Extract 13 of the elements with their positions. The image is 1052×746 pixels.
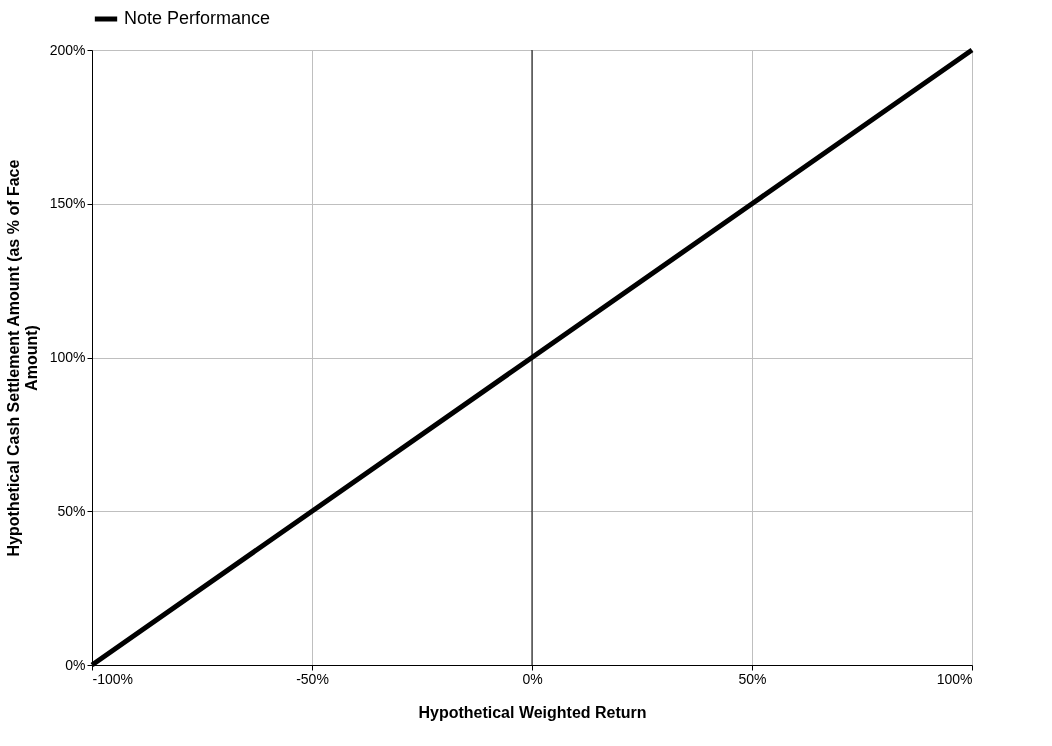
y-tick-label: 150% [49, 195, 86, 212]
x-tick-label: 0% [522, 670, 543, 687]
legend-label: Note Performance [124, 8, 271, 28]
x-tick-label: 50% [738, 670, 767, 687]
x-tick-label: -100% [92, 670, 133, 687]
x-tick-label: -50% [296, 670, 329, 687]
y-tick-label: 50% [57, 502, 86, 519]
y-tick-label: 0% [65, 656, 86, 673]
y-tick-label: 100% [49, 349, 86, 365]
y-tick-label: 200% [49, 41, 86, 58]
x-tick-label: 100% [936, 670, 973, 687]
y-axis-title: Hypothetical Cash Settlement Amount (as % of Face Amount) [4, 159, 40, 557]
x-axis-title: Hypothetical Weighted Return [418, 703, 647, 721]
